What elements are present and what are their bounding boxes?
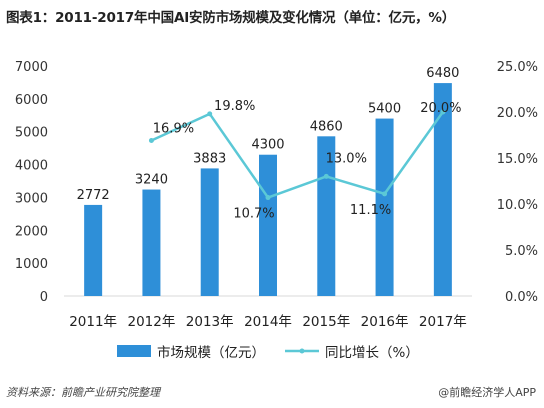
left-tick-label: 2000 bbox=[15, 224, 48, 239]
left-tick-label: 5000 bbox=[15, 126, 48, 141]
right-axis-ticks: 0.0% 5.0% 10.0% 15.0% 20.0% 25.0% bbox=[497, 60, 538, 305]
bar bbox=[317, 136, 336, 296]
bar bbox=[259, 154, 277, 296]
right-tick-label: 15.0% bbox=[497, 152, 538, 167]
right-tick-label: 10.0% bbox=[497, 198, 538, 213]
bar-value-label: 3240 bbox=[135, 173, 168, 188]
left-tick-label: 3000 bbox=[15, 191, 48, 206]
right-tick-label: 5.0% bbox=[505, 244, 538, 259]
growth-value-label: 10.7% bbox=[233, 207, 274, 222]
left-axis-ticks: 0 1000 2000 3000 4000 5000 6000 7000 bbox=[15, 60, 48, 305]
x-tick-label: 2015年 bbox=[302, 314, 350, 330]
x-tick-label: 2012年 bbox=[127, 314, 175, 330]
line-data-labels: 16.9% 19.8% 10.7% 13.0% 11.1% 20.0% bbox=[153, 99, 462, 222]
line-series bbox=[148, 109, 446, 201]
x-tick-label: 2016年 bbox=[361, 314, 409, 330]
x-tick-label: 2013年 bbox=[186, 314, 234, 330]
growth-value-label: 20.0% bbox=[420, 101, 461, 116]
growth-value-label: 11.1% bbox=[350, 203, 391, 218]
bar-value-label: 2772 bbox=[77, 188, 110, 203]
left-tick-label: 4000 bbox=[15, 159, 48, 174]
bar bbox=[142, 189, 161, 296]
bar-value-label: 5400 bbox=[368, 102, 401, 117]
bar-series bbox=[84, 83, 452, 296]
right-tick-label: 20.0% bbox=[497, 106, 538, 121]
left-tick-label: 7000 bbox=[15, 60, 48, 75]
right-tick-label: 25.0% bbox=[497, 60, 538, 75]
bar-value-label: 4860 bbox=[310, 119, 343, 134]
source-note: 资料来源：前瞻产业研究院整理 bbox=[6, 386, 160, 399]
growth-value-label: 16.9% bbox=[153, 122, 194, 137]
legend-line-label: 同比增长（%） bbox=[325, 345, 419, 361]
bar bbox=[375, 118, 394, 296]
legend: 市场规模（亿元） 同比增长（%） bbox=[117, 344, 419, 361]
bar bbox=[200, 168, 219, 296]
growth-point bbox=[148, 138, 154, 144]
legend-bar-label: 市场规模（亿元） bbox=[157, 344, 265, 361]
growth-point bbox=[440, 109, 446, 115]
x-axis-ticks: 2011年 2012年 2013年 2014年 2015年 2016年 2017年 bbox=[69, 314, 467, 330]
bar bbox=[84, 204, 103, 296]
x-tick-label: 2014年 bbox=[244, 314, 292, 330]
bar-data-labels: 2772 3240 3883 4300 4860 5400 6480 bbox=[77, 66, 460, 203]
growth-point bbox=[265, 195, 271, 201]
left-tick-label: 6000 bbox=[15, 93, 48, 108]
x-tick-label: 2011年 bbox=[69, 314, 117, 330]
growth-line bbox=[150, 111, 444, 199]
right-tick-label: 0.0% bbox=[505, 290, 538, 305]
chart-title: 图表1：2011-2017年中国AI安防市场规模及变化情况（单位：亿元，%） bbox=[6, 10, 456, 26]
bar bbox=[433, 83, 452, 296]
growth-value-label: 13.0% bbox=[326, 151, 367, 166]
bar-value-label: 4300 bbox=[251, 138, 284, 153]
growth-point bbox=[382, 191, 388, 197]
legend-line-marker bbox=[299, 348, 305, 354]
legend-bar-swatch bbox=[117, 345, 151, 357]
x-tick-label: 2017年 bbox=[419, 314, 467, 330]
watermark: @前瞻经济学人APP bbox=[438, 386, 536, 399]
bar-value-label: 6480 bbox=[426, 66, 459, 81]
left-tick-label: 0 bbox=[40, 290, 48, 305]
growth-point bbox=[207, 111, 213, 117]
left-tick-label: 1000 bbox=[15, 257, 48, 272]
bar-value-label: 3883 bbox=[193, 151, 226, 166]
growth-point bbox=[323, 173, 329, 179]
growth-value-label: 19.8% bbox=[214, 99, 255, 114]
